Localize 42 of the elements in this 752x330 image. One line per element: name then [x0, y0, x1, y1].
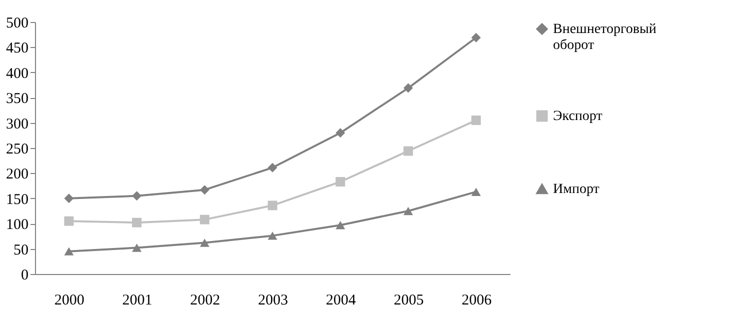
y-tick-label: 150 — [6, 192, 28, 208]
point — [200, 214, 210, 224]
point — [471, 116, 481, 126]
point — [336, 128, 346, 138]
x-tick-label: 2003 — [258, 292, 288, 308]
y-tick-label: 200 — [6, 166, 28, 183]
point — [403, 206, 413, 216]
y-tick-label: 250 — [6, 142, 28, 158]
y-tick-label: 100 — [6, 217, 28, 234]
point — [471, 32, 481, 42]
point — [200, 185, 210, 195]
point — [268, 162, 278, 172]
y-tick-label: 350 — [6, 91, 28, 108]
point — [200, 238, 210, 247]
x-tick-label: 2004 — [326, 292, 356, 308]
legend-label: Экспорт — [553, 109, 602, 124]
y-tick-label: 300 — [6, 116, 28, 132]
point — [132, 244, 142, 252]
point — [471, 188, 481, 196]
y-tick-label: 50 — [14, 242, 28, 258]
point — [268, 232, 278, 240]
x-tick-label: 2000 — [54, 292, 84, 308]
point — [64, 247, 74, 256]
x-tick-label: 2001 — [122, 292, 152, 308]
y-tick-label: 450 — [6, 40, 28, 57]
legend-label: Импорт — [553, 182, 600, 197]
x-tick-label: 2006 — [462, 292, 492, 308]
point — [336, 177, 346, 187]
point — [64, 216, 74, 226]
point — [132, 218, 142, 228]
x-tick-label: 2005 — [394, 292, 424, 308]
y-tick-label: 400 — [6, 66, 28, 82]
point — [336, 221, 346, 230]
point — [268, 200, 278, 210]
y-tick-label: 0 — [21, 268, 28, 284]
point — [403, 83, 413, 93]
point — [403, 146, 413, 156]
point — [132, 191, 142, 201]
y-tick-label: 500 — [6, 16, 28, 32]
legend-label: Внешнеторговый оборот — [553, 22, 657, 53]
point — [64, 194, 74, 204]
x-tick-label: 2002 — [190, 292, 220, 308]
